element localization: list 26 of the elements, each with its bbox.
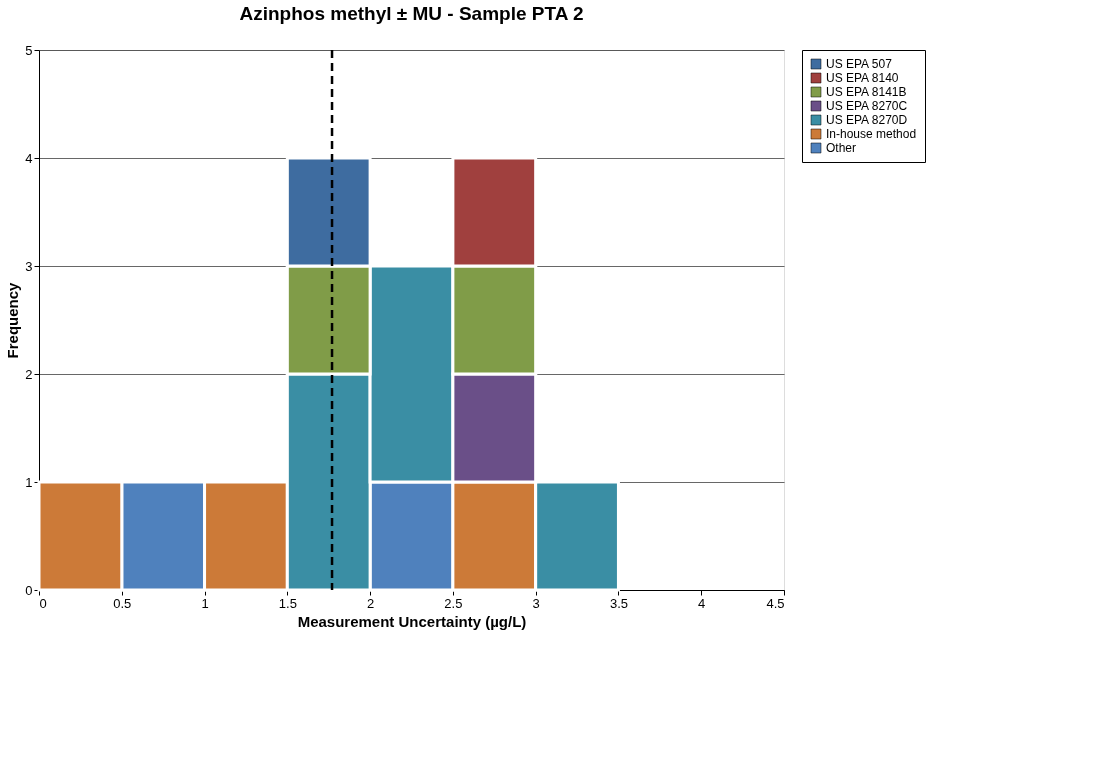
y-axis-title: Frequency [4, 281, 22, 359]
chart-title: Azinphos methyl ± MU - Sample PTA 2 [239, 3, 584, 24]
x-tick-label: 0.5 [113, 595, 132, 611]
y-tick-label: 5 [25, 42, 33, 58]
y-tick-label: 2 [25, 366, 33, 382]
legend-label: Other [826, 141, 857, 155]
y-tick-label: 3 [25, 258, 33, 274]
y-tick-label: 4 [25, 150, 33, 166]
y-tick-label: 0 [25, 582, 33, 598]
x-tick-label: 2.5 [444, 595, 463, 611]
legend-label: US EPA 8140 [826, 71, 899, 85]
x-tick-label: 3 [532, 595, 540, 611]
x-tick-label: 1.5 [278, 595, 297, 611]
x-tick-label: 4 [698, 595, 706, 611]
legend-label: US EPA 8141B [826, 85, 907, 99]
x-tick-label: 4.5 [766, 595, 785, 611]
x-tick-label: 3.5 [609, 595, 628, 611]
x-axis-title: Measurement Uncertainty (µg/L) [297, 612, 527, 630]
x-tick-label: 1 [201, 595, 209, 611]
y-tick-label: 1 [25, 474, 33, 490]
legend-label: In-house method [826, 127, 917, 141]
legend-label: US EPA 8270D [826, 113, 908, 127]
legend-label: US EPA 8270C [826, 99, 908, 113]
x-tick-label: 2 [366, 595, 375, 611]
x-tick-label: 0 [39, 595, 47, 611]
legend-label: US EPA 507 [826, 57, 893, 71]
